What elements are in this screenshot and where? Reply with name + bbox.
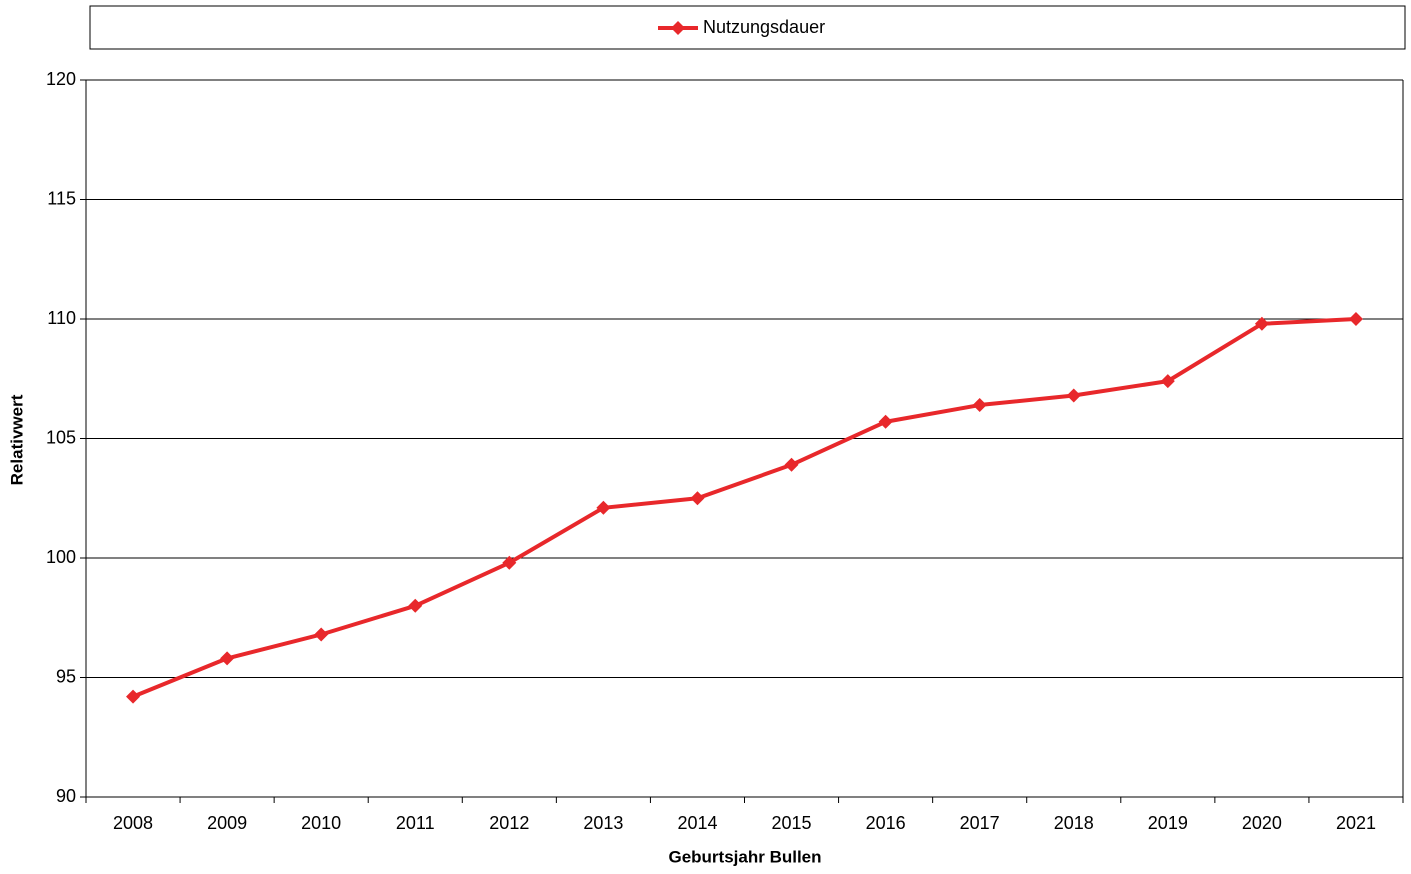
data-point <box>972 398 987 413</box>
x-tick-label: 2013 <box>583 813 623 833</box>
data-point <box>1348 312 1363 326</box>
data-point <box>126 689 141 704</box>
data-point <box>502 555 517 570</box>
x-tick-label: 2019 <box>1148 813 1188 833</box>
y-tick-label: 120 <box>46 69 76 89</box>
x-tick-label: 2012 <box>489 813 529 833</box>
x-tick-label: 2014 <box>677 813 717 833</box>
x-axis-title: Geburtsjahr Bullen <box>668 847 821 866</box>
legend-box <box>89 5 1406 50</box>
data-point <box>784 457 799 472</box>
data-point <box>314 627 329 642</box>
y-axis-title: Relativwert <box>7 394 26 485</box>
data-point <box>1160 374 1175 389</box>
data-point <box>1066 388 1081 403</box>
x-tick-label: 2010 <box>301 813 341 833</box>
x-tick-label: 2016 <box>866 813 906 833</box>
data-line <box>132 317 1357 699</box>
x-tick-label: 2020 <box>1242 813 1282 833</box>
y-tick-label: 110 <box>47 308 76 328</box>
x-tick-label: 2021 <box>1336 813 1376 833</box>
data-point <box>596 500 611 515</box>
legend-label: Nutzungsdauer <box>703 17 825 37</box>
y-tick-label: 115 <box>47 188 76 208</box>
y-tick-label: 95 <box>56 666 76 686</box>
x-tick-label: 2018 <box>1054 813 1094 833</box>
data-point <box>408 598 423 613</box>
data-point <box>878 414 893 429</box>
data-point <box>1254 316 1269 331</box>
x-tick-label: 2011 <box>396 813 435 833</box>
legend-marker <box>671 21 685 35</box>
data-point <box>690 491 705 506</box>
y-tick-label: 105 <box>46 427 76 447</box>
y-tick-label: 100 <box>46 547 76 567</box>
x-tick-label: 2008 <box>113 813 153 833</box>
x-tick-label: 2015 <box>772 813 812 833</box>
data-point <box>220 651 235 666</box>
x-tick-label: 2009 <box>207 813 247 833</box>
x-tick-label: 2017 <box>960 813 1000 833</box>
y-tick-label: 90 <box>56 786 76 806</box>
